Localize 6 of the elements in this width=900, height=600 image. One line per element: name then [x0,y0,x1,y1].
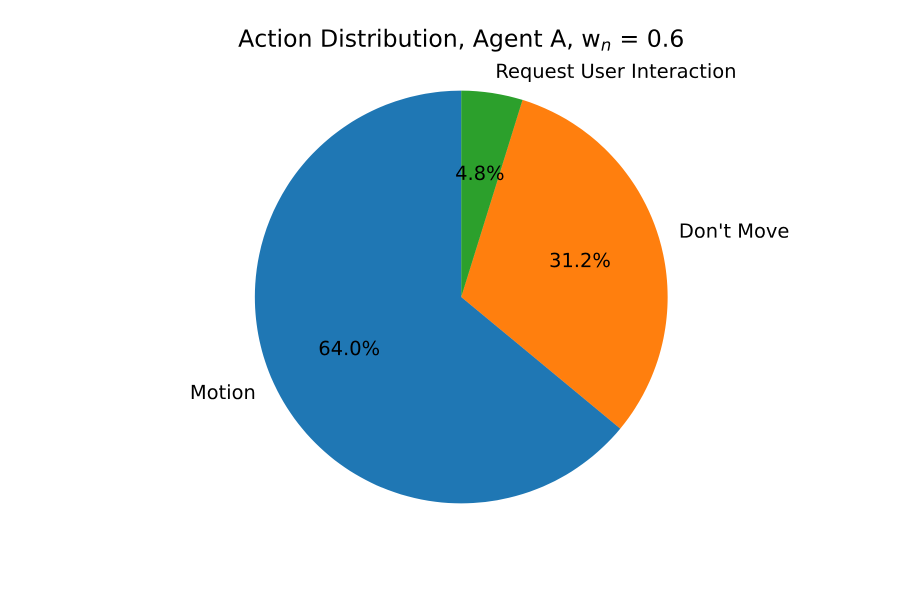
data-label: 31.2% [550,252,610,268]
data-label: 64.0% [320,340,380,356]
slice-label: Request User Interaction [497,63,735,82]
chart-title: Action Distribution, Agent A, w$_{n}$ = 0.6 [238,28,683,52]
slice-label: Don't Move [680,223,788,238]
slice-label: Motion [192,384,254,400]
